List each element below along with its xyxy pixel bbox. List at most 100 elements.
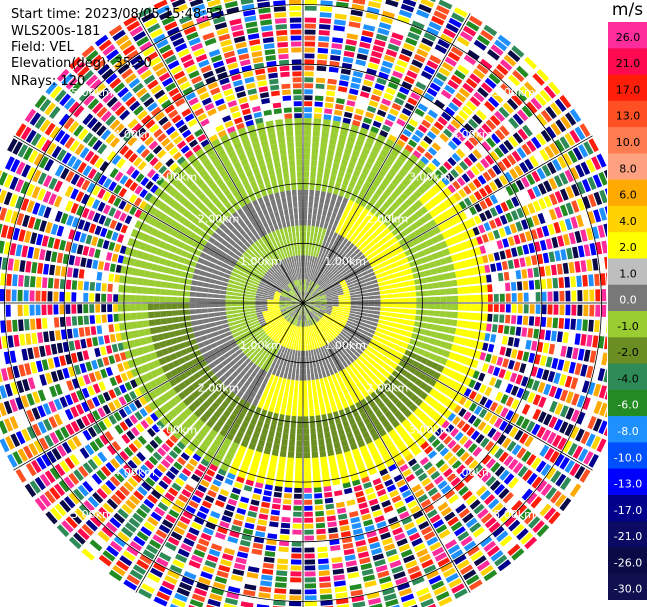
ray-gate bbox=[475, 485, 487, 497]
ray-gate bbox=[319, 280, 324, 286]
ray-gate bbox=[396, 118, 406, 127]
ray-gate bbox=[417, 235, 425, 243]
ray-gate bbox=[231, 487, 241, 495]
ray-gate bbox=[500, 511, 512, 523]
ray-gate bbox=[304, 601, 317, 607]
ray-gate bbox=[553, 175, 563, 188]
ray-gate bbox=[353, 114, 363, 121]
ray-gate bbox=[345, 358, 352, 366]
ray-gate bbox=[413, 53, 426, 63]
ray-gate bbox=[431, 236, 439, 244]
ray-gate bbox=[533, 328, 540, 339]
ray-gate bbox=[429, 54, 442, 65]
ray-gate bbox=[443, 272, 451, 280]
ray-gate bbox=[367, 378, 375, 387]
ray-gate bbox=[289, 433, 296, 441]
ray-gate bbox=[492, 229, 501, 240]
ray-gate bbox=[451, 97, 463, 108]
ray-gate bbox=[499, 283, 505, 292]
ray-gate bbox=[272, 497, 282, 504]
ray-gate bbox=[388, 429, 397, 438]
ray-gate bbox=[403, 263, 411, 270]
ray-gate bbox=[460, 329, 468, 337]
ray-gate bbox=[559, 421, 569, 434]
ray-gate bbox=[374, 295, 381, 299]
ray-gate bbox=[349, 194, 357, 202]
ray-gate bbox=[316, 528, 326, 535]
ray-gate bbox=[548, 385, 557, 398]
ray-gate bbox=[354, 284, 361, 289]
ray-gate bbox=[334, 490, 343, 497]
ray-gate bbox=[304, 475, 312, 483]
ray-gate bbox=[320, 305, 327, 307]
ray-gate bbox=[364, 18, 377, 26]
ray-gate bbox=[327, 328, 333, 334]
ray-gate bbox=[306, 273, 309, 280]
ray-gate bbox=[334, 319, 341, 324]
ray-gate bbox=[297, 350, 301, 357]
ray-gate bbox=[420, 241, 429, 249]
ray-gate bbox=[303, 338, 305, 345]
ray-gate bbox=[454, 526, 466, 537]
ray-gate bbox=[423, 350, 431, 359]
ray-gate bbox=[47, 357, 55, 370]
ray-gate bbox=[15, 349, 23, 362]
ray-gate bbox=[398, 293, 405, 298]
ray-gate bbox=[315, 270, 320, 277]
ray-gate bbox=[576, 275, 582, 287]
ray-gate bbox=[308, 261, 312, 268]
ray-gate bbox=[380, 344, 388, 351]
ray-gate bbox=[319, 292, 325, 296]
ray-gate bbox=[382, 235, 390, 243]
ray-gate bbox=[325, 96, 335, 103]
ray-gate bbox=[347, 250, 354, 257]
ray-gate bbox=[283, 493, 292, 499]
ray-gate bbox=[553, 304, 559, 315]
ray-gate bbox=[336, 176, 343, 184]
ray-gate bbox=[343, 311, 350, 316]
ray-gate bbox=[600, 320, 606, 333]
ray-gate bbox=[359, 318, 367, 323]
ray-gate bbox=[342, 368, 349, 376]
ray-gate bbox=[330, 466, 338, 474]
ray-gate bbox=[342, 56, 354, 64]
ray-gate bbox=[367, 156, 376, 165]
ray-gate bbox=[391, 434, 401, 443]
ray-gate bbox=[352, 255, 359, 262]
ray-gate bbox=[306, 267, 309, 274]
ray-gate bbox=[360, 35, 373, 44]
ray-gate bbox=[380, 355, 388, 363]
ray-gate bbox=[592, 418, 603, 432]
ray-gate bbox=[393, 26, 406, 35]
ray-gate bbox=[341, 122, 350, 130]
ray-gate bbox=[428, 398, 438, 408]
ray bbox=[303, 0, 317, 303]
ray-gate bbox=[316, 71, 326, 78]
ray-gate bbox=[307, 286, 311, 293]
ray-gate bbox=[369, 359, 377, 367]
ray-gate bbox=[482, 255, 489, 264]
ray-gate bbox=[574, 261, 581, 273]
ray-gate bbox=[365, 12, 379, 20]
ray-gate bbox=[514, 165, 524, 177]
ray-gate bbox=[425, 276, 433, 283]
ray-gate bbox=[396, 282, 404, 288]
ray-gate bbox=[520, 532, 533, 545]
ray-gate bbox=[409, 223, 418, 231]
ray-gate bbox=[517, 465, 528, 478]
ray-gate bbox=[466, 330, 474, 338]
ray-gate bbox=[448, 351, 456, 360]
ray-gate bbox=[274, 407, 280, 414]
ray-gate bbox=[35, 360, 44, 373]
ray-gate bbox=[484, 399, 493, 409]
ray-gate bbox=[286, 469, 294, 476]
ray-gate bbox=[356, 261, 363, 267]
ray-gate bbox=[377, 359, 385, 367]
ray bbox=[303, 68, 550, 303]
ray-gate bbox=[378, 281, 385, 287]
ray-gate bbox=[326, 304, 333, 306]
ray-gate bbox=[355, 290, 362, 295]
ray-gate bbox=[308, 304, 315, 306]
ray-gate bbox=[468, 248, 476, 258]
ray-gate bbox=[459, 468, 470, 479]
